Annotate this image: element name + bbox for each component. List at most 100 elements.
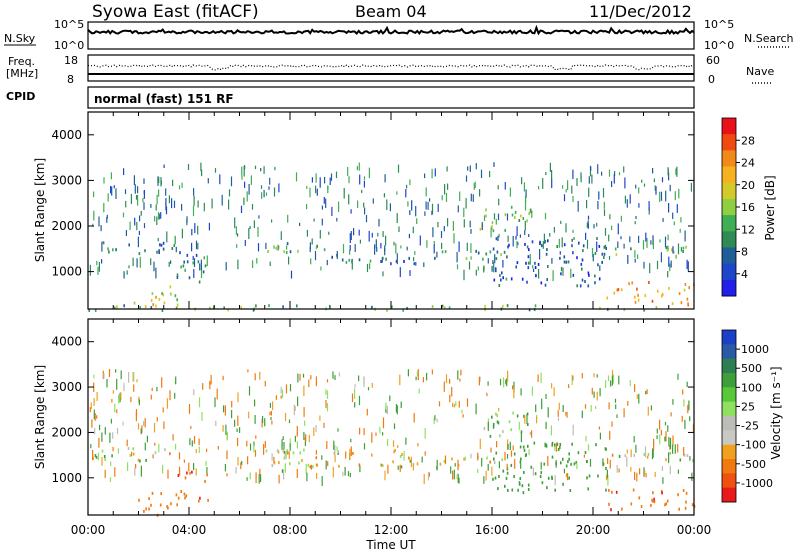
- echo-cell: [452, 402, 454, 408]
- echo-cell: [589, 458, 592, 467]
- echo-cell: [354, 384, 356, 388]
- echo-cell: [358, 229, 360, 236]
- echo-cell: [533, 308, 536, 312]
- echo-cell: [179, 466, 181, 476]
- echo-cell: [400, 465, 403, 469]
- echo-cell: [543, 462, 546, 466]
- echo-cell: [188, 276, 191, 280]
- echo-cell: [559, 251, 561, 255]
- echo-cell: [366, 408, 368, 416]
- echo-cell: [543, 233, 545, 244]
- echo-cell: [139, 215, 141, 222]
- echo-cell: [237, 233, 239, 237]
- echo-cell: [491, 466, 493, 476]
- echo-cell: [96, 392, 98, 402]
- echo-cell: [151, 387, 153, 392]
- echo-cell: [342, 244, 345, 254]
- echo-cell: [161, 292, 163, 296]
- echo-cell: [529, 431, 532, 435]
- echo-cell: [677, 243, 680, 255]
- echo-cell: [429, 198, 431, 202]
- y-tick-label: 2000: [51, 219, 82, 233]
- echo-cell: [170, 292, 172, 296]
- echo-cell: [525, 453, 527, 457]
- echo-cell: [607, 375, 610, 382]
- echo-cell: [466, 398, 469, 407]
- echo-cell: [387, 464, 389, 474]
- echo-cell: [611, 421, 613, 427]
- echo-cell: [425, 201, 427, 210]
- echo-cell: [629, 236, 631, 243]
- echo-cell: [393, 450, 395, 454]
- echo-cell: [179, 251, 181, 255]
- echo-cell: [664, 436, 666, 442]
- echo-cell: [364, 207, 366, 215]
- echo-cell: [169, 390, 171, 401]
- echo-cell: [483, 265, 485, 272]
- colorbar-segment: [722, 198, 736, 216]
- echo-cell: [571, 238, 573, 242]
- echo-cell: [94, 309, 97, 312]
- echo-cell: [359, 427, 361, 435]
- echo-cell: [268, 304, 270, 308]
- echo-cell: [325, 400, 327, 409]
- echo-cell: [686, 259, 688, 270]
- y-tick-label: 4000: [51, 128, 82, 142]
- echo-cell: [175, 493, 178, 497]
- echo-cell: [591, 387, 593, 395]
- echo-cell: [145, 458, 147, 462]
- echo-cell: [654, 471, 656, 478]
- echo-cell: [101, 449, 104, 453]
- echo-cell: [110, 172, 112, 180]
- cpid-panel-frame: [87, 86, 695, 109]
- echo-cell: [134, 467, 136, 476]
- echo-cell: [297, 396, 299, 407]
- echo-cell: [313, 427, 315, 436]
- echo-cell: [495, 257, 498, 261]
- echo-cell: [377, 232, 379, 237]
- echo-cell: [645, 473, 647, 478]
- echo-cell: [453, 403, 455, 408]
- echo-cell: [450, 466, 452, 474]
- echo-cell: [665, 246, 668, 250]
- echo-cell: [661, 177, 664, 183]
- echo-cell: [637, 254, 639, 259]
- echo-cell: [498, 461, 500, 469]
- echo-cell: [478, 376, 480, 386]
- echo-cell: [427, 201, 429, 210]
- echo-cell: [206, 448, 208, 453]
- echo-cell: [244, 181, 246, 188]
- echo-cell: [248, 386, 251, 396]
- echo-cell: [98, 261, 100, 272]
- echo-cell: [140, 210, 142, 216]
- echo-cell: [182, 264, 185, 268]
- echo-cell: [281, 442, 283, 450]
- echo-cell: [136, 379, 138, 383]
- echo-cell: [572, 375, 574, 381]
- echo-cell: [687, 261, 689, 272]
- echo-cell: [677, 444, 679, 453]
- echo-cell: [677, 469, 679, 474]
- echo-cell: [163, 301, 166, 305]
- echo-cell: [158, 249, 160, 253]
- echo-cell: [624, 195, 626, 204]
- echo-cell: [593, 224, 595, 229]
- echo-cell: [526, 280, 528, 284]
- echo-cell: [363, 376, 365, 388]
- echo-cell: [686, 381, 688, 388]
- echo-cell: [384, 174, 386, 183]
- echo-cell: [647, 453, 650, 456]
- echo-cell: [380, 463, 383, 467]
- echo-cell: [260, 185, 263, 189]
- echo-cell: [608, 502, 610, 506]
- echo-cell: [568, 452, 570, 456]
- echo-cell: [689, 456, 691, 461]
- echo-cell: [391, 305, 393, 309]
- echo-cell: [135, 195, 138, 200]
- echo-cell: [669, 437, 672, 449]
- echo-cell: [493, 262, 495, 273]
- echo-cell: [263, 166, 265, 174]
- echo-cell: [263, 190, 265, 198]
- echo-cell: [504, 228, 506, 232]
- nsearch-tick-bottom: 10^0: [704, 39, 734, 52]
